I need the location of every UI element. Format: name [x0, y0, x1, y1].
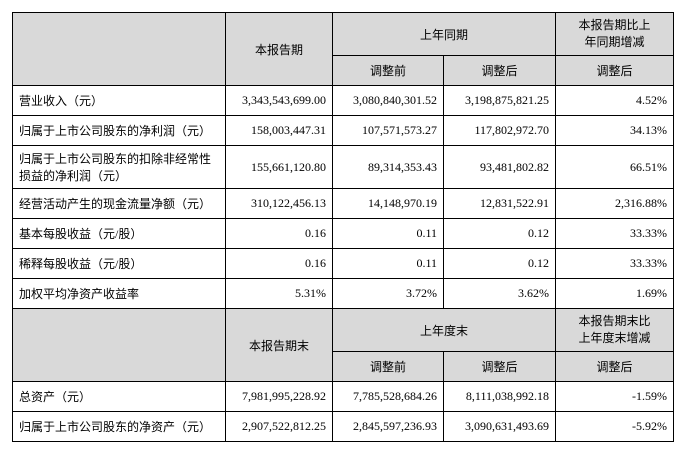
value-cell: 7,785,528,684.26	[332, 381, 444, 412]
header-cell	[12, 308, 226, 382]
header-cell: 调整后	[555, 351, 675, 382]
header-cell: 调整后	[442, 55, 557, 86]
value-cell: 0.12	[442, 218, 557, 249]
value-cell: -1.59%	[555, 381, 675, 412]
row-label: 稀释每股收益（元/股）	[12, 248, 226, 279]
data-row: 经营活动产生的现金流量净额（元） 310,122,456.13 14,148,970…	[12, 188, 675, 219]
row-label: 总资产（元）	[12, 381, 226, 412]
value-cell: 3.72%	[332, 278, 444, 309]
row-label: 归属于上市公司股东的净资产（元）	[12, 411, 226, 442]
data-row: 基本每股收益（元/股） 0.16 0.11 0.12 33.33%	[12, 218, 675, 249]
table-body: 本报告期 上年同期 本报告期比上年同期增减 调整前 调整后 调整后 营业收入（元） 3,343…	[12, 12, 675, 442]
header-row: 调整前 调整后 调整后	[13, 351, 675, 382]
value-cell: 0.16	[225, 248, 333, 279]
value-cell: 2,907,522,812.25	[225, 411, 333, 442]
row-label: 归属于上市公司股东的净利润（元）	[12, 115, 226, 146]
value-cell: 0.16	[225, 218, 333, 249]
value-cell: 107,571,573.27	[332, 115, 444, 146]
header-text: 本报告期比上年同期增减	[578, 18, 651, 49]
value-cell: 3.62%	[442, 278, 557, 309]
value-cell: 3,343,543,699.00	[225, 85, 333, 116]
value-cell: 155,661,120.80	[225, 145, 333, 189]
row-label: 营业收入（元）	[12, 85, 226, 116]
value-cell: 3,090,631,493.69	[442, 411, 557, 442]
header-cell: 上年度末	[331, 308, 557, 352]
header-cell	[12, 12, 226, 86]
value-cell: 158,003,447.31	[225, 115, 333, 146]
financial-table: 本报告期 上年同期 本报告期比上年同期增减 调整前 调整后 调整后 营业收入（元） 3,343…	[12, 12, 675, 442]
row-label: 归属于上市公司股东的扣除非经常性损益的净利润（元）	[12, 145, 226, 189]
value-cell: 89,314,353.43	[332, 145, 444, 189]
value-cell: 3,198,875,821.25	[442, 85, 557, 116]
header-cell: 本报告期	[225, 12, 333, 86]
header-cell: 本报告期末比上年度末增减	[555, 308, 675, 352]
value-cell: 2,845,597,236.93	[332, 411, 444, 442]
value-cell: 66.51%	[555, 145, 675, 189]
value-cell: 4.52%	[555, 85, 675, 116]
header-cell: 本报告期末	[225, 308, 333, 382]
value-cell: 0.11	[332, 218, 444, 249]
data-row: 稀释每股收益（元/股） 0.16 0.11 0.12 33.33%	[12, 248, 675, 279]
value-cell: 34.13%	[555, 115, 675, 146]
value-cell: 33.33%	[555, 248, 675, 279]
header-cell: 调整前	[332, 351, 444, 382]
value-cell: 7,981,995,228.92	[225, 381, 333, 412]
row-label: 经营活动产生的现金流量净额（元）	[12, 188, 226, 219]
value-cell: 0.11	[332, 248, 444, 279]
value-cell: 93,481,802.82	[442, 145, 557, 189]
value-cell: -5.92%	[555, 411, 675, 442]
value-cell: 33.33%	[555, 218, 675, 249]
value-cell: 5.31%	[225, 278, 333, 309]
value-cell: 12,831,522.91	[442, 188, 557, 219]
data-row: 归属于上市公司股东的净利润（元） 158,003,447.31 107,571,57…	[12, 115, 675, 146]
value-cell: 14,148,970.19	[332, 188, 444, 219]
header-cell: 调整后	[442, 351, 557, 382]
header-cell: 本报告期比上年同期增减	[555, 12, 675, 56]
data-row: 营业收入（元） 3,343,543,699.00 3,080,840,301.52 3…	[12, 85, 675, 116]
header-row: 本报告期末 上年度末 本报告期末比上年度末增减	[12, 308, 675, 382]
header-cell: 上年同期	[331, 12, 557, 56]
row-label: 基本每股收益（元/股）	[12, 218, 226, 249]
value-cell: 0.12	[442, 248, 557, 279]
value-cell: 117,802,972.70	[442, 115, 557, 146]
row-label: 加权平均净资产收益率	[12, 278, 226, 309]
value-cell: 310,122,456.13	[225, 188, 333, 219]
data-row: 加权平均净资产收益率 5.31% 3.72% 3.62% 1.69%	[12, 278, 675, 309]
value-cell: 1.69%	[555, 278, 675, 309]
data-row: 总资产（元） 7,981,995,228.92 7,785,528,684.26 8,…	[12, 381, 675, 412]
header-cell: 调整前	[332, 55, 444, 86]
header-row: 调整前 调整后 调整后	[13, 55, 675, 86]
data-row: 归属于上市公司股东的扣除非经常性损益的净利润（元） 155,661,120.80 8…	[12, 145, 675, 189]
header-row: 本报告期 上年同期 本报告期比上年同期增减	[12, 12, 675, 86]
header-text: 本报告期末比上年度末增减	[578, 314, 651, 345]
data-row: 归属于上市公司股东的净资产（元） 2,907,522,812.25 2,845,59…	[12, 411, 675, 442]
value-cell: 8,111,038,992.18	[442, 381, 557, 412]
value-cell: 2,316.88%	[555, 188, 675, 219]
value-cell: 3,080,840,301.52	[332, 85, 444, 116]
header-cell: 调整后	[555, 55, 675, 86]
